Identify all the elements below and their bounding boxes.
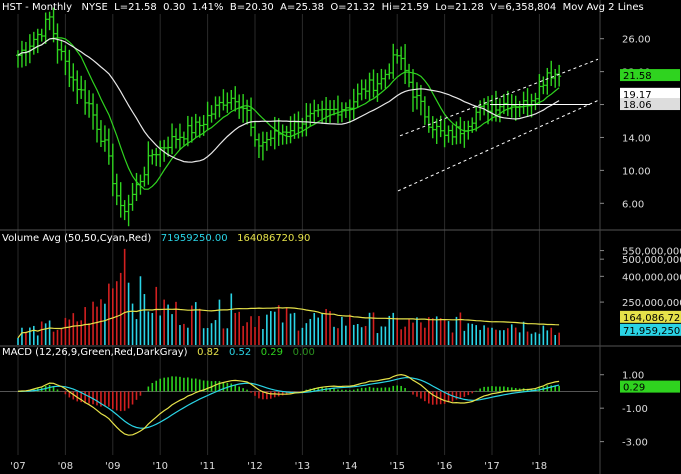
macd-value-4: 0.00 — [292, 347, 315, 358]
mov-avg-1-badge-text: 19.17 — [623, 90, 652, 101]
volume-header: Volume Avg (50,50,Cyan,Red) 71959250.00 … — [2, 233, 310, 245]
mov-avg-2-line — [17, 37, 560, 163]
price-change: 0.30 — [163, 2, 186, 13]
volume-avg-badge-text: 164,086,721 — [623, 313, 681, 324]
volume-axis-label: 550,000,000 — [622, 247, 681, 258]
macd-value-2: 0.52 — [228, 347, 252, 358]
x-tick-label: '12 — [247, 461, 262, 472]
x-tick-label: '16 — [437, 461, 452, 472]
mov-avg-2-badge — [620, 98, 680, 111]
mov-avg-1-badge — [620, 87, 680, 100]
mov-avg-2-badge-text: 18.06 — [623, 100, 652, 111]
x-tick-label: '15 — [389, 461, 404, 472]
macd-value-3: 0.29 — [260, 347, 284, 358]
macd-axis-label: -3.00 — [622, 438, 648, 449]
macd-value-1: 0.82 — [197, 347, 220, 358]
high-price: Hi=21.59 — [381, 2, 429, 13]
x-tick-label: '13 — [295, 461, 310, 472]
macd-axis-label: 1.00 — [622, 371, 644, 382]
price-axis-label: 6.00 — [622, 199, 644, 210]
price-axis-label: 26.00 — [622, 35, 651, 46]
volume-axis-label: 250,000,000 — [622, 298, 681, 309]
volume-avg-line — [17, 307, 560, 339]
channel-upper-line — [399, 58, 599, 137]
symbol-label: HST - Monthly — [2, 2, 72, 13]
low-price: Lo=21.28 — [435, 2, 484, 13]
price-panel — [16, 7, 599, 227]
x-tick-label: '09 — [105, 461, 120, 472]
volume-last-badge — [620, 323, 681, 336]
x-tick-label: '11 — [200, 461, 215, 472]
macd-signal-line — [18, 376, 560, 429]
mov-avg-1-line — [17, 37, 560, 190]
ask-price: A=25.38 — [280, 2, 324, 13]
last-price: L=21.58 — [114, 2, 157, 13]
volume-panel — [17, 248, 560, 345]
mov-avg-label: Mov Avg 2 Lines — [562, 2, 644, 13]
volume-axis-label: 400,000,000 — [622, 272, 681, 283]
macd-title: MACD (12,26,9,Green,Red,DarkGray) — [2, 347, 188, 358]
volume-avg-badge — [620, 310, 681, 323]
last-price-badge-text: 21.58 — [623, 71, 652, 82]
exchange-label: NYSE — [81, 2, 108, 13]
x-tick-label: '18 — [532, 461, 547, 472]
price-axis-label: 10.00 — [622, 166, 651, 177]
macd-line — [17, 373, 560, 436]
x-tick-label: '10 — [152, 461, 167, 472]
macd-badge-text: 0.29 — [623, 383, 645, 394]
volume-last-value: 71959250.00 — [160, 233, 228, 244]
x-tick-label: '08 — [58, 461, 73, 472]
x-tick-label: '14 — [342, 461, 357, 472]
x-tick-label: '17 — [484, 461, 499, 472]
volume-avg-value: 164086720.90 — [237, 233, 311, 244]
price-pct: 1.41% — [191, 2, 224, 13]
macd-panel — [0, 373, 598, 436]
channel-lower-line — [397, 99, 599, 192]
macd-header: MACD (12,26,9,Green,Red,DarkGray) 0.82 0… — [2, 347, 315, 359]
price-header: HST - Monthly NYSE L=21.58 0.30 1.41% B=… — [2, 2, 644, 14]
macd-axis-label: -1.00 — [622, 404, 648, 415]
volume-last-badge-text: 71,959,250 — [623, 326, 680, 337]
macd-badge — [620, 380, 680, 393]
bid-price: B=20.30 — [229, 2, 274, 13]
volume-value: V=6,358,804 — [490, 2, 557, 13]
open-price: O=21.32 — [330, 2, 376, 13]
x-tick-label: '07 — [10, 461, 25, 472]
volume-axis-label: 500,000,000 — [622, 255, 681, 266]
last-price-badge — [620, 69, 680, 82]
volume-title: Volume Avg (50,50,Cyan,Red) — [2, 233, 152, 244]
price-axis-label: 14.00 — [622, 133, 651, 144]
